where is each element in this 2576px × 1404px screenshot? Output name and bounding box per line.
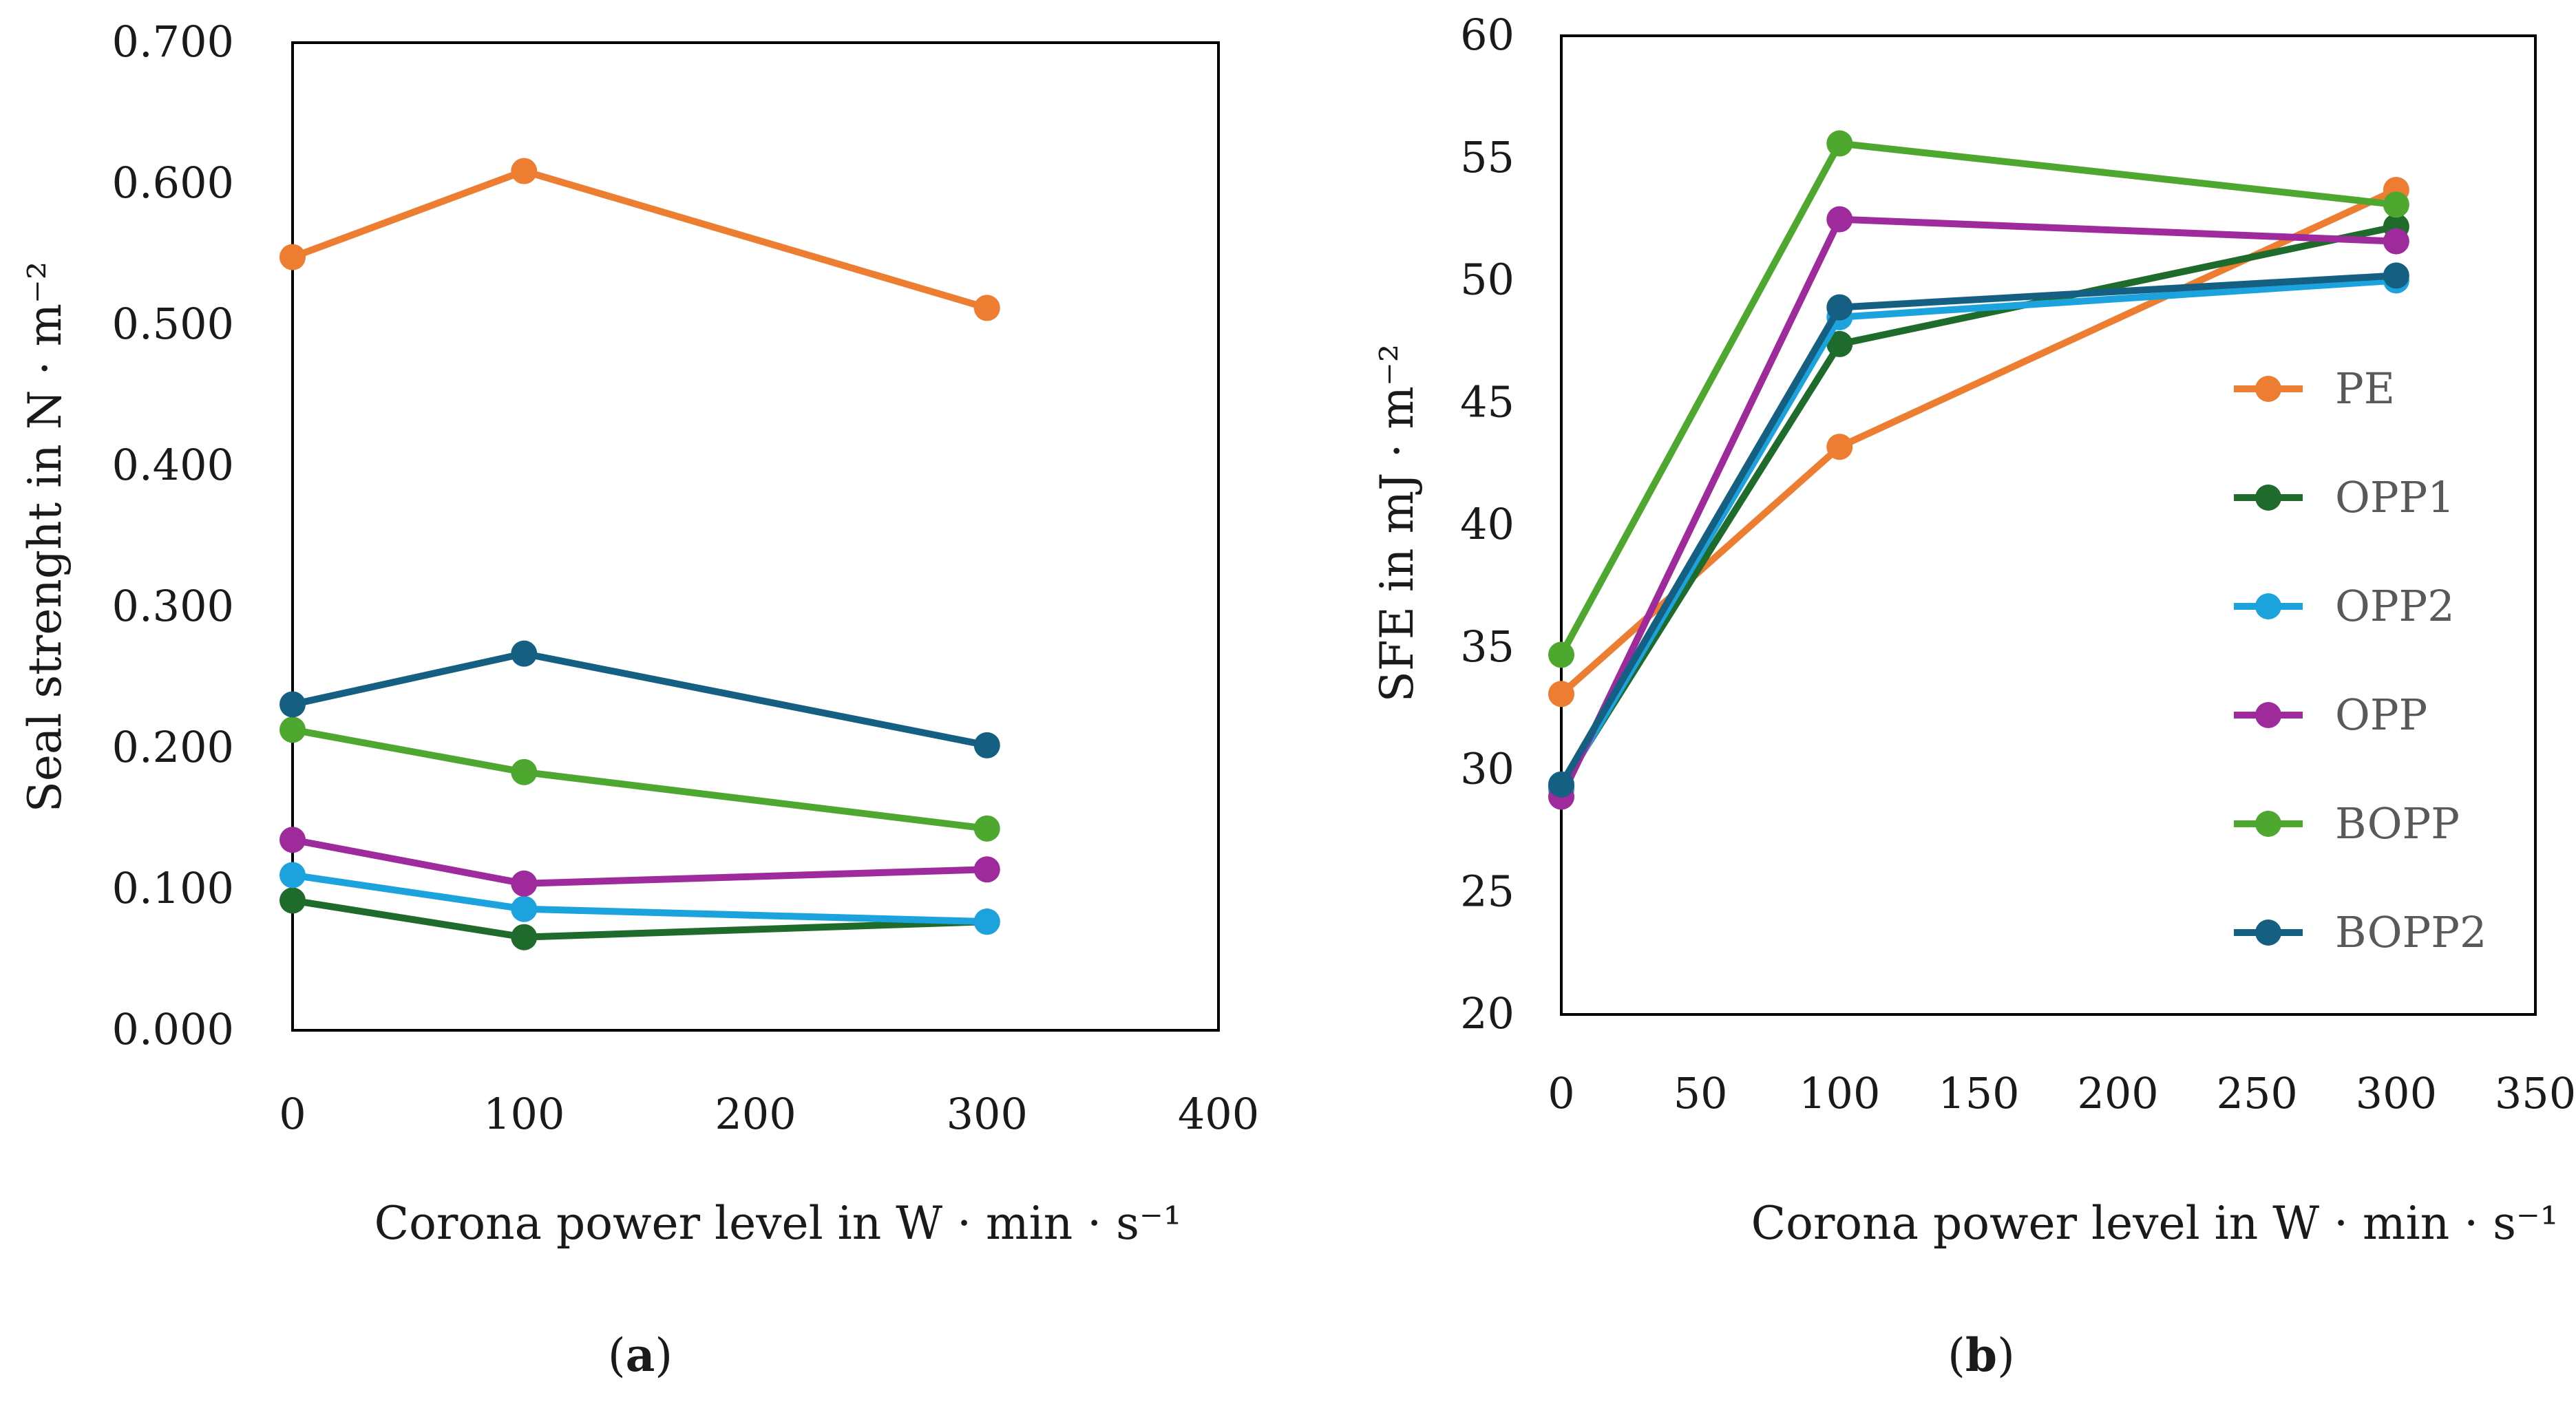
chart-b-x-ticks: 0 50 100 150 200 250 300 350 (1548, 1068, 2576, 1118)
chart-b-y-axis-title: SFE in mJ · m⁻² (1371, 344, 1424, 703)
legend-label-bopp2: BOPP2 (2335, 907, 2487, 957)
legend-swatch-marker-opp (2255, 702, 2281, 728)
chart-a-data-point-opp2 (973, 908, 1000, 935)
chart-b-data-point-opp (1826, 206, 1853, 233)
chart-a-panel-letter: a (626, 1328, 655, 1382)
chart-b-data-point-bopp (1548, 641, 1574, 668)
chart-b-plot-frame (1560, 34, 2537, 1016)
legend-swatch-marker-opp1 (2255, 485, 2281, 511)
chart-a-series-line-opp (289, 836, 991, 887)
chart-b-data-point-bopp (2383, 191, 2409, 218)
chart-a-data-point-opp2 (279, 862, 306, 889)
legend-swatch-marker-bopp (2255, 811, 2281, 837)
chart-b-y-tick-label: 20 (1460, 988, 1514, 1039)
chart-a-data-point-opp (279, 827, 306, 853)
chart-a-y-axis-title: Seal strenght in N · m⁻² (19, 262, 72, 813)
chart-a-x-axis-title: Corona power level in W · min · s⁻¹ (374, 1197, 1182, 1250)
chart-a-y-tick-label: 0.700 (112, 17, 235, 67)
chart-b-data-point-pe (1548, 681, 1574, 708)
chart-a-x-ticks: 0 100 200 300 400 (279, 1089, 1259, 1139)
chart-b-x-axis-title: Corona power level in W · min · s⁻¹ (1751, 1197, 2559, 1250)
chart-b-data-point-bopp (1826, 130, 1853, 157)
chart-a-data-point-bopp (511, 758, 538, 785)
chart-a-series-line-bopp (289, 726, 991, 832)
chart-a-panel-label: (a) (608, 1328, 673, 1382)
chart-a-data-point-opp1 (511, 924, 538, 950)
legend-swatch-marker-pe (2255, 376, 2281, 402)
chart-b-x-tick-label: 350 (2495, 1068, 2576, 1118)
chart-a-data-point-opp2 (511, 895, 538, 922)
chart-b-series (1548, 130, 2409, 810)
chart-a-y-tick-label: 0.600 (112, 158, 235, 208)
legend-label-pe: PE (2335, 363, 2395, 414)
chart-a-data-point-opp (973, 856, 1000, 883)
chart-a-x-tick-label: 300 (947, 1089, 1028, 1139)
chart-b-y-tick-label: 25 (1460, 866, 1514, 916)
chart-a-x-tick-label: 200 (715, 1089, 796, 1139)
chart-a-x-tick-label: 0 (279, 1089, 306, 1139)
chart-b-panel-label: (b) (1947, 1328, 2015, 1382)
chart-a-y-tick-label: 0.200 (112, 722, 235, 772)
chart-b-y-tick-label: 35 (1460, 621, 1514, 672)
legend-label-opp1: OPP1 (2335, 472, 2455, 522)
chart-b-data-point-bopp2 (1548, 771, 1574, 798)
chart-b-y-tick-label: 60 (1460, 10, 1514, 60)
legend-swatch-marker-opp2 (2255, 593, 2281, 619)
chart-a-data-point-bopp2 (279, 691, 306, 718)
chart-b-x-tick-label: 50 (1674, 1068, 1728, 1118)
chart-b-data-point-pe (1826, 434, 1853, 460)
chart-a-data-point-pe (973, 295, 1000, 321)
chart-b-data-point-bopp2 (2383, 262, 2409, 289)
chart-a-x-tick-label: 400 (1178, 1089, 1259, 1139)
chart-a-data-point-bopp (279, 716, 306, 743)
chart-b-x-tick-label: 0 (1548, 1068, 1574, 1118)
legend-label-opp2: OPP2 (2335, 581, 2455, 631)
chart-a: 0.000 0.100 0.200 0.300 0.400 0.500 0.600 0.700… (19, 17, 1259, 1382)
chart-b-x-tick-label: 100 (1799, 1068, 1880, 1118)
chart-a-series-line-pe (289, 167, 991, 312)
legend-label-opp: OPP (2335, 690, 2427, 740)
chart-b-x-tick-label: 300 (2356, 1068, 2437, 1118)
chart-a-y-ticks: 0.000 0.100 0.200 0.300 0.400 0.500 0.600 0.700 (112, 17, 235, 1054)
legend-swatch-marker-bopp2 (2255, 919, 2281, 946)
chart-b-panel-letter: b (1965, 1328, 1997, 1382)
chart-a-data-point-opp (511, 870, 538, 897)
chart-a-data-point-bopp (973, 815, 1000, 842)
chart-b-y-tick-label: 30 (1460, 744, 1514, 794)
chart-b-data-point-opp1 (1826, 330, 1853, 357)
chart-a-data-point-bopp2 (973, 732, 1000, 758)
chart-a-data-point-pe (511, 158, 538, 184)
chart-b-x-tick-label: 200 (2077, 1068, 2158, 1118)
chart-a-data-point-bopp2 (511, 640, 538, 667)
chart-b-x-tick-label: 250 (2217, 1068, 2298, 1118)
chart-b-data-point-bopp2 (1826, 294, 1853, 321)
chart-b-y-ticks: 20 25 30 35 40 45 50 55 60 (1460, 10, 1514, 1039)
chart-a-y-tick-label: 0.100 (112, 863, 235, 913)
chart-b-y-tick-label: 45 (1460, 376, 1514, 427)
chart-a-x-tick-label: 100 (483, 1089, 564, 1139)
chart-b-data-point-opp (2383, 228, 2409, 255)
chart-a-data-point-pe (279, 244, 306, 270)
chart-a-y-tick-label: 0.000 (112, 1004, 235, 1054)
chart-b-legend: PE OPP1 OPP2 OPP BOPP BOPP2 (2234, 363, 2487, 957)
chart-a-series-line-bopp2 (289, 650, 991, 749)
chart-b-y-tick-label: 55 (1460, 132, 1514, 182)
chart-a-y-tick-label: 0.400 (112, 440, 235, 490)
legend-label-bopp: BOPP (2335, 798, 2460, 849)
chart-b: 20 25 30 35 40 45 50 55 60 0 50 100 150 200 250 300 350… (1371, 10, 2576, 1382)
chart-b-x-tick-label: 150 (1938, 1068, 2019, 1118)
chart-a-y-tick-label: 0.500 (112, 299, 235, 349)
chart-b-y-tick-label: 40 (1460, 499, 1514, 549)
chart-a-y-tick-label: 0.300 (112, 581, 235, 631)
chart-a-plot-frame (291, 41, 1220, 1032)
chart-a-data-point-opp1 (279, 887, 306, 914)
chart-b-y-tick-label: 50 (1460, 255, 1514, 305)
chart-a-series (279, 158, 1000, 950)
